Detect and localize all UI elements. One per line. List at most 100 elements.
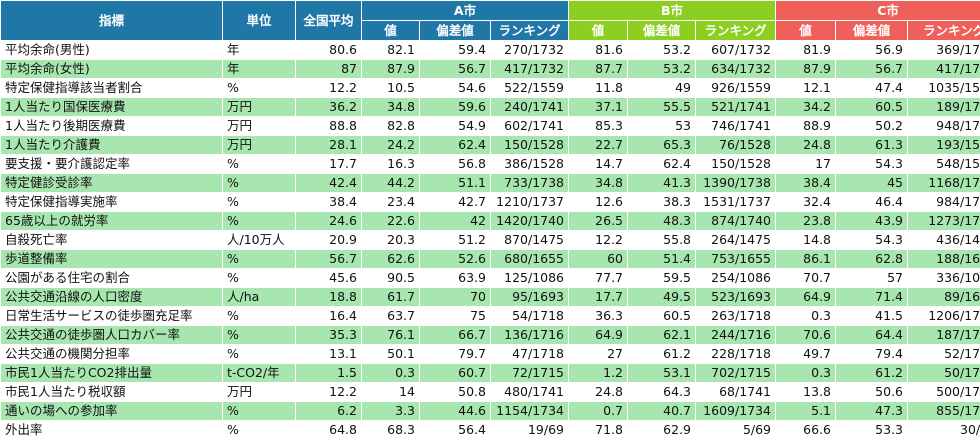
cell-a-value: 44.2 xyxy=(361,173,420,193)
cell-c-ranking: 89/1693 xyxy=(907,287,980,307)
cell-indicator: 歩道整備率 xyxy=(0,249,223,269)
cell-b-ranking: 5/69 xyxy=(695,420,777,440)
cell-b-ranking: 264/1475 xyxy=(695,230,777,250)
cell-a-deviation: 56.7 xyxy=(419,59,491,79)
cell-a-value: 68.3 xyxy=(361,420,420,440)
cell-unit: % xyxy=(222,401,296,421)
cell-b-value: 22.7 xyxy=(568,135,629,155)
cell-a-value: 14 xyxy=(361,382,420,402)
cell-unit: 年 xyxy=(222,40,296,60)
cell-c-deviation: 71.4 xyxy=(835,287,909,307)
header-row-cities: 指標 単位 全国平均 A市 B市 C市 xyxy=(0,0,980,41)
cell-a-ranking: 125/1086 xyxy=(489,268,570,288)
cell-c-deviation: 45 xyxy=(835,173,909,193)
cell-a-value: 82.8 xyxy=(361,116,420,136)
header-unit: 単位 xyxy=(222,0,296,41)
table-row: 平均余命(男性) 年 80.6 82.1 59.4 270/1732 81.6 53.2 607… xyxy=(0,40,980,60)
cell-b-ranking: 1609/1734 xyxy=(695,401,777,421)
cell-c-value: 86.1 xyxy=(775,249,837,269)
cell-b-ranking: 244/1716 xyxy=(695,325,777,345)
cell-a-ranking: 680/1655 xyxy=(489,249,570,269)
cell-a-value: 61.7 xyxy=(361,287,420,307)
table-row: 通いの場への参加率% 6.2 3.3 44.6 1154/1734 0.7 40.7 1609… xyxy=(0,401,980,421)
cell-indicator: 要支援・要介護認定率 xyxy=(0,154,223,174)
cell-b-value: 11.8 xyxy=(568,78,629,98)
table-row: 日常生活サービスの徒歩圏充足率% 16.4 63.7 75 54/1718 36.3 60.… xyxy=(0,306,980,326)
table-row: 1人当たり国保医療費 万円 36.2 34.8 59.6 240/1741 37.1 55.5… xyxy=(0,97,980,117)
cell-c-ranking: 336/1086 xyxy=(907,268,980,288)
cell-national-average: 1.5 xyxy=(295,363,362,383)
cell-national-average: 24.6 xyxy=(295,211,362,231)
header-indicator: 指標 xyxy=(0,0,223,41)
table-row: 65歳以上の就労率% 24.6 22.6 42 1420/1740 26.5 48.3 874… xyxy=(0,211,980,231)
cell-indicator: 市民1人当たりCO2排出量 xyxy=(0,363,223,383)
cell-a-value: 23.4 xyxy=(361,192,420,212)
table-row: 1人当たり後期医療費 万円 88.8 82.8 54.9 602/1741 85.3 53 74… xyxy=(0,116,980,136)
cell-c-value: 32.4 xyxy=(775,192,837,212)
cell-b-deviation: 55.5 xyxy=(627,97,697,117)
cell-c-value: 24.8 xyxy=(775,135,837,155)
cell-b-ranking: 746/1741 xyxy=(695,116,777,136)
cell-a-value: 90.5 xyxy=(361,268,420,288)
cell-a-ranking: 1210/1737 xyxy=(489,192,570,212)
cell-indicator: 通いの場への参加率 xyxy=(0,401,223,421)
header-city-a: A市 xyxy=(360,0,570,21)
header-row-metrics: 値 偏差値 ランキング 値 偏差値 ランキング 値 偏差値 ランキング xyxy=(1,20,980,41)
cell-a-deviation: 42 xyxy=(419,211,491,231)
cell-a-value: 76.1 xyxy=(361,325,420,345)
cell-unit: % xyxy=(222,268,296,288)
table-row: 特定保健指導実施率% 38.4 23.4 42.7 1210/1737 12.6 38.3 1… xyxy=(0,192,980,212)
cell-unit: 万円 xyxy=(222,116,296,136)
cell-c-ranking: 1273/1740 xyxy=(907,211,980,231)
cell-c-value: 70.6 xyxy=(775,325,837,345)
cell-a-ranking: 270/1732 xyxy=(489,40,570,60)
cell-b-deviation: 62.4 xyxy=(627,154,697,174)
cell-c-value: 64.9 xyxy=(775,287,837,307)
cell-a-value: 62.6 xyxy=(361,249,420,269)
table-row: 歩道整備率% 56.7 62.6 52.6 680/1655 60 51.4 753/1655… xyxy=(0,249,980,269)
cell-c-value: 34.2 xyxy=(775,97,837,117)
cell-a-value: 22.6 xyxy=(361,211,420,231)
cell-b-value: 36.3 xyxy=(568,306,629,326)
cell-c-value: 23.8 xyxy=(775,211,837,231)
cell-unit: % xyxy=(222,192,296,212)
cell-c-deviation: 54.3 xyxy=(835,230,909,250)
cell-c-value: 49.7 xyxy=(775,344,837,364)
header-a-value: 値 xyxy=(361,20,420,41)
cell-a-ranking: 480/1741 xyxy=(489,382,570,402)
cell-national-average: 38.4 xyxy=(295,192,362,212)
cell-c-ranking: 1168/1738 xyxy=(907,173,980,193)
cell-b-value: 14.7 xyxy=(568,154,629,174)
cell-a-deviation: 56.4 xyxy=(419,420,491,440)
cell-a-deviation: 51.2 xyxy=(419,230,491,250)
cell-a-value: 50.1 xyxy=(361,344,420,364)
cell-c-deviation: 79.4 xyxy=(835,344,909,364)
cell-indicator: 公共交通沿線の人口密度 xyxy=(0,287,223,307)
cell-national-average: 42.4 xyxy=(295,173,362,193)
cell-c-value: 88.9 xyxy=(775,116,837,136)
cell-c-value: 14.8 xyxy=(775,230,837,250)
cell-b-ranking: 263/1718 xyxy=(695,306,777,326)
cell-c-value: 66.6 xyxy=(775,420,837,440)
header-c-deviation: 偏差値 xyxy=(835,20,909,41)
cell-unit: % xyxy=(222,78,296,98)
table-row: 特定健診受診率% 42.4 44.2 51.1 733/1738 34.8 41.3 1390… xyxy=(0,173,980,193)
cell-unit: 万円 xyxy=(222,382,296,402)
cell-unit: % xyxy=(222,344,296,364)
cell-c-deviation: 53.3 xyxy=(835,420,909,440)
cell-c-value: 17 xyxy=(775,154,837,174)
cell-a-ranking: 95/1693 xyxy=(489,287,570,307)
cell-c-deviation: 56.7 xyxy=(835,59,909,79)
cell-c-ranking: 189/1741 xyxy=(907,97,980,117)
cell-b-deviation: 53.2 xyxy=(627,40,697,60)
cell-a-deviation: 56.8 xyxy=(419,154,491,174)
cell-b-deviation: 40.7 xyxy=(627,401,697,421)
cell-b-ranking: 926/1559 xyxy=(695,78,777,98)
cell-a-value: 3.3 xyxy=(361,401,420,421)
cell-a-ranking: 522/1559 xyxy=(489,78,570,98)
cell-c-ranking: 50/1715 xyxy=(907,363,980,383)
cell-a-ranking: 386/1528 xyxy=(489,154,570,174)
cell-a-deviation: 44.6 xyxy=(419,401,491,421)
cell-b-value: 24.8 xyxy=(568,382,629,402)
cell-a-deviation: 50.8 xyxy=(419,382,491,402)
